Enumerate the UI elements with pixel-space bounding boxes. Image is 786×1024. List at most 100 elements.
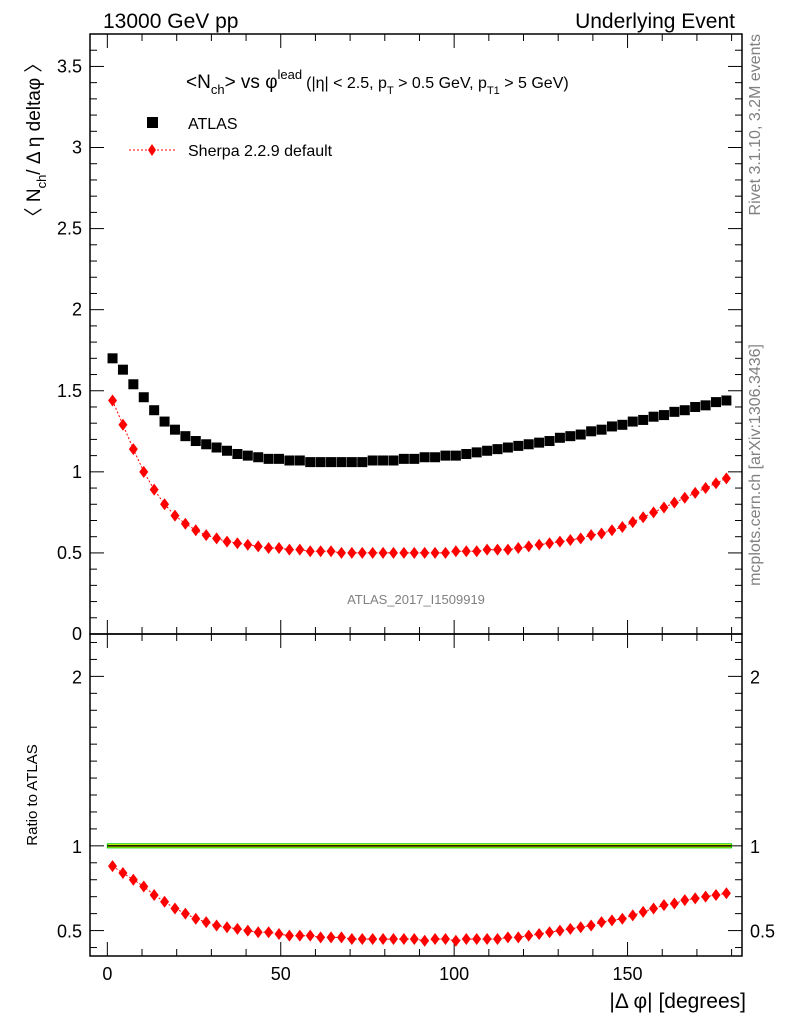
sherpa-data-point [295, 543, 305, 556]
sherpa-data-point [597, 527, 607, 540]
sherpa-data-point [472, 545, 482, 558]
main-y-axis-label: 〈 Nch/ Δ η deltaφ 〉 [23, 54, 49, 227]
sherpa-ratio-point [597, 916, 607, 929]
sherpa-ratio-point [680, 894, 690, 907]
atlas-data-point [211, 442, 222, 453]
sherpa-ratio-point [461, 933, 471, 946]
sherpa-ratio-point [108, 860, 118, 873]
main-y-tick-label: 3.5 [57, 56, 82, 76]
atlas-data-point [253, 452, 264, 463]
sherpa-data-point [128, 443, 138, 456]
sherpa-ratio-point [513, 931, 523, 944]
atlas-data-point [554, 432, 565, 443]
atlas-data-point [201, 439, 212, 450]
axes-layer: 0 0.5 1 1.5 2 2.5 3 3.5 0 50 100 150 0.5 0.5 1 1 2 2 [57, 34, 775, 984]
atlas-data-point [419, 452, 430, 463]
sherpa-data-point [701, 482, 711, 495]
sherpa-data-point [430, 546, 440, 559]
atlas-data-point [367, 455, 378, 466]
sherpa-data-point [232, 537, 242, 550]
main-y-tick-label: 3 [72, 138, 82, 158]
sherpa-data-point [368, 546, 378, 559]
main-y-tick-label: 2.5 [57, 219, 82, 239]
atlas-data-point [190, 436, 201, 447]
sherpa-data-point [461, 545, 471, 558]
atlas-data-point [440, 450, 451, 461]
ratio-y-tick-label: 2 [72, 667, 82, 687]
main-y-tick-label: 1.5 [57, 381, 82, 401]
atlas-data-point [482, 445, 493, 456]
sherpa-data-point [139, 465, 149, 478]
sherpa-data-point [170, 509, 180, 522]
atlas-data-point [284, 455, 295, 466]
analysis-watermark: ATLAS_2017_I1509919 [347, 592, 485, 607]
sherpa-data-point [222, 535, 232, 548]
atlas-data-point [242, 450, 253, 461]
sherpa-data-point [118, 418, 128, 431]
sherpa-data-point [451, 545, 461, 558]
sherpa-ratio-point [638, 905, 648, 918]
sherpa-ratio-point [201, 916, 211, 929]
atlas-data-point [679, 405, 690, 416]
sherpa-data-point [555, 535, 565, 548]
sherpa-data-point [388, 546, 398, 559]
atlas-data-point [128, 379, 139, 390]
sherpa-ratio-point [264, 926, 274, 939]
atlas-data-point [534, 437, 545, 448]
sherpa-ratio-point [669, 897, 679, 910]
sherpa-data-point [680, 491, 690, 504]
sherpa-ratio-point [451, 934, 461, 947]
atlas-data-point [617, 419, 628, 430]
sherpa-ratio-point [649, 902, 659, 915]
atlas-data-point [523, 439, 534, 450]
sherpa-data-point [659, 501, 669, 514]
x-tick-label: 0 [102, 964, 112, 984]
sherpa-data-point [638, 511, 648, 524]
sherpa-ratio-point [347, 933, 357, 946]
sherpa-data-point [420, 546, 430, 559]
atlas-data-point [398, 453, 409, 464]
sherpa-ratio-point [253, 926, 263, 939]
sherpa-data-point [721, 472, 731, 485]
sherpa-ratio-point [118, 866, 128, 879]
sherpa-data-point [284, 543, 294, 556]
atlas-data-point [378, 455, 389, 466]
legend-atlas-marker [147, 117, 158, 128]
sherpa-ratio-point [284, 929, 294, 942]
sherpa-ratio-point [659, 899, 669, 912]
atlas-data-point [274, 453, 285, 464]
atlas-data-point [169, 424, 180, 435]
sherpa-ratio-point [472, 933, 482, 946]
x-tick-label: 100 [439, 964, 469, 984]
atlas-data-point [627, 416, 638, 427]
main-y-tick-label: 2 [72, 300, 82, 320]
atlas-data-point [357, 457, 368, 468]
sherpa-data-point [347, 546, 357, 559]
sherpa-data-point [440, 546, 450, 559]
atlas-data-point [596, 424, 607, 435]
atlas-data-point [638, 414, 649, 425]
sherpa-data-point [108, 394, 118, 407]
sherpa-data-point [628, 516, 638, 529]
atlas-data-point [575, 429, 586, 440]
sherpa-data-point [180, 517, 190, 530]
sherpa-ratio-point [440, 933, 450, 946]
atlas-data-point [117, 364, 128, 375]
sherpa-ratio-point [534, 927, 544, 940]
sherpa-ratio-point [690, 892, 700, 905]
sherpa-data-point [149, 483, 159, 496]
atlas-data-point [492, 444, 503, 455]
sherpa-data-point [357, 546, 367, 559]
sherpa-ratio-point [274, 927, 284, 940]
atlas-data-point [513, 440, 524, 451]
atlas-data-point [107, 353, 118, 364]
sherpa-data-point [711, 477, 721, 490]
atlas-data-point [461, 449, 472, 459]
sherpa-ratio-point [295, 929, 305, 942]
sherpa-ratio-point [180, 907, 190, 920]
sherpa-ratio-point [555, 924, 565, 937]
sherpa-data-point [649, 506, 659, 519]
sherpa-ratio-point [493, 933, 502, 946]
sherpa-ratio-point [617, 912, 627, 925]
